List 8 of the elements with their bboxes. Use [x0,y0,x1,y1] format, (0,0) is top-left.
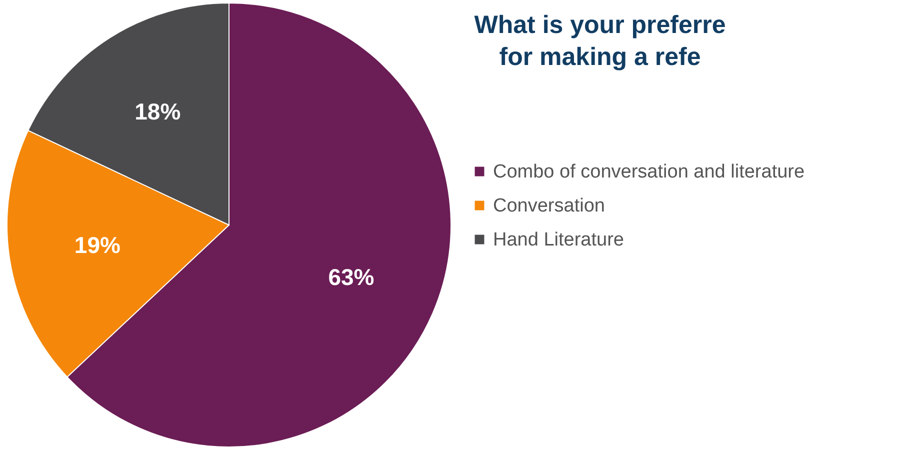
legend-label: Hand Literature [493,230,624,250]
legend-label: Conversation [493,196,605,216]
data-label: 63% [328,264,374,290]
text: for making a refe [499,43,701,71]
data-label: 19% [74,232,120,258]
data-label: 18% [134,98,181,125]
text: What is your preferre [474,11,726,39]
legend-label: Combo of conversation and literature [493,162,805,182]
